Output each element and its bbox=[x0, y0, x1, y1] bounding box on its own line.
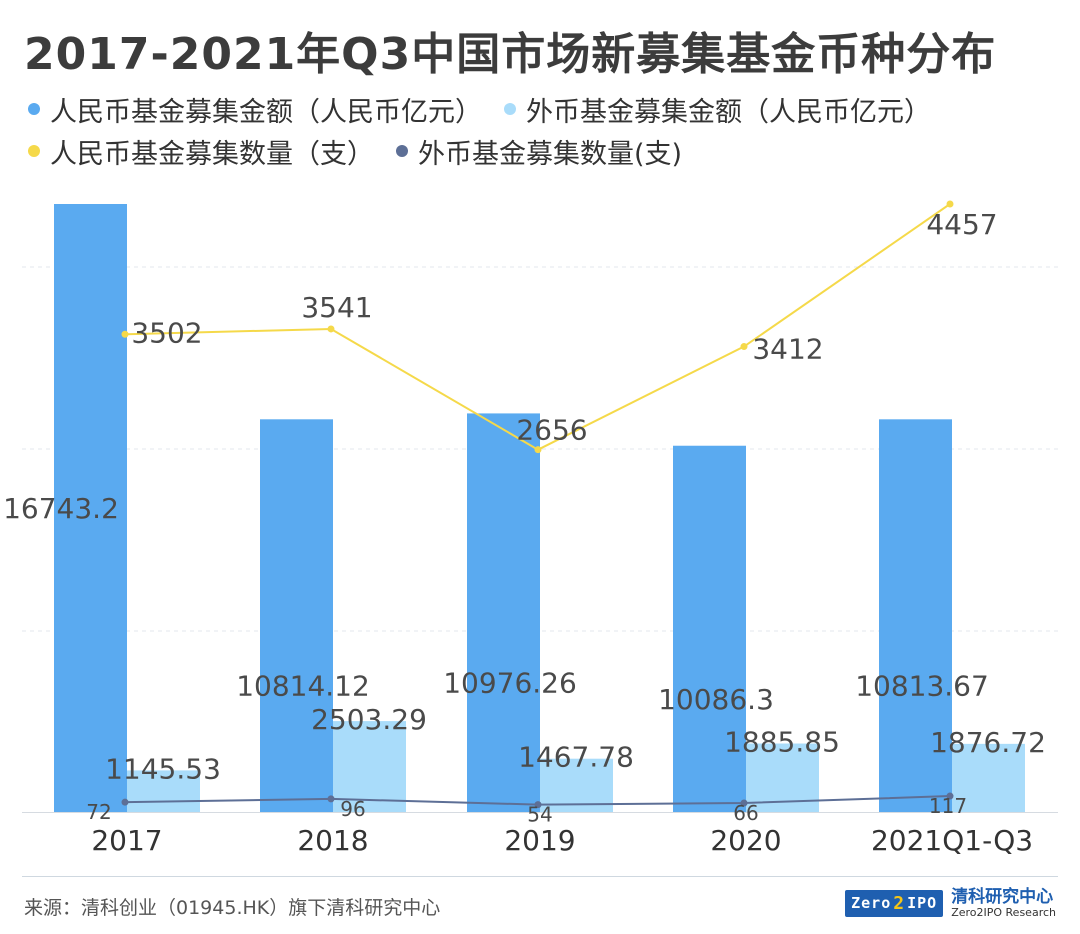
bar-rmb-amount-2 bbox=[467, 413, 540, 812]
x-tick-label-1: 2018 bbox=[297, 824, 368, 857]
data-label-foreign-amount-4: 1876.72 bbox=[930, 726, 1046, 759]
data-label-foreign-amount-1: 2503.29 bbox=[311, 703, 427, 736]
logo-text-cn: 清科研究中心 bbox=[951, 887, 1054, 907]
data-label-rmb-amount-0: 16743.2 bbox=[3, 492, 119, 525]
data-label-rmb-amount-3: 10086.3 bbox=[658, 683, 774, 716]
bar-foreign-amount-0 bbox=[127, 770, 200, 812]
data-label-foreign-amount-0: 1145.53 bbox=[105, 752, 221, 785]
legend-label-foreign-count: 外币基金募集数量(支) bbox=[418, 138, 683, 170]
data-label-rmb-count-0: 3502 bbox=[131, 316, 202, 349]
x-tick-label-2: 2019 bbox=[504, 824, 575, 857]
data-label-rmb-count-3: 3412 bbox=[752, 333, 823, 366]
legend-item-foreign-count[interactable]: 外币基金募集数量(支) bbox=[396, 132, 682, 171]
data-label-foreign-amount-2: 1467.78 bbox=[518, 741, 634, 774]
bar-foreign-amount-1 bbox=[333, 721, 406, 812]
chart-plot: 2017 2018 2019 2020 2021Q1-Q3 16743.2 10814.12… bbox=[3, 200, 1058, 857]
point-rmb-count-2 bbox=[534, 446, 542, 454]
legend-item-rmb-count[interactable]: 人民币基金募集数量（支） bbox=[28, 132, 374, 171]
point-rmb-count-1 bbox=[327, 325, 335, 333]
legend-dot-rmb-amount bbox=[28, 103, 40, 115]
point-rmb-count-4 bbox=[946, 200, 954, 208]
data-label-foreign-count-3: 66 bbox=[733, 801, 758, 825]
logo-text: 清科研究中心 Zero2IPO Research bbox=[951, 888, 1056, 919]
data-label-foreign-count-1: 96 bbox=[340, 797, 365, 821]
data-label-foreign-count-0: 72 bbox=[86, 800, 111, 824]
data-label-rmb-amount-1: 10814.12 bbox=[236, 670, 370, 703]
legend-label-rmb-count: 人民币基金募集数量（支） bbox=[50, 138, 374, 170]
legend-label-rmb-amount: 人民币基金募集金额（人民币亿元） bbox=[50, 96, 482, 128]
data-label-foreign-amount-3: 1885.85 bbox=[724, 726, 840, 759]
logo-badge: Zero 2 IPO bbox=[845, 889, 944, 917]
point-rmb-count-0 bbox=[121, 330, 129, 338]
source-note: 来源：清科创业（01945.HK）旗下清科研究中心 bbox=[24, 897, 441, 919]
logo-badge-two: 2 bbox=[893, 892, 906, 914]
data-label-rmb-count-4: 4457 bbox=[926, 208, 997, 241]
bar-foreign-amount-2 bbox=[540, 758, 613, 812]
legend-dot-foreign-amount bbox=[504, 103, 516, 115]
legend-dot-rmb-count bbox=[28, 145, 40, 157]
legend-label-foreign-amount: 外币基金募集金额（人民币亿元） bbox=[526, 96, 931, 128]
logo-badge-left: Zero bbox=[851, 894, 892, 913]
point-foreign-count-1 bbox=[327, 795, 335, 803]
legend-row-1: 人民币基金募集金额（人民币亿元） 外币基金募集金额（人民币亿元） bbox=[28, 88, 1068, 130]
point-foreign-count-3 bbox=[740, 799, 748, 807]
x-tick-label-3: 2020 bbox=[710, 824, 781, 857]
bar-rmb-amount-4 bbox=[879, 419, 952, 812]
legend-dot-foreign-count bbox=[396, 145, 408, 157]
data-label-rmb-count-1: 3541 bbox=[301, 291, 372, 324]
x-tick-label-4: 2021Q1-Q3 bbox=[871, 824, 1033, 857]
bar-rmb-amount-1 bbox=[260, 419, 333, 812]
data-label-foreign-count-4: 117 bbox=[929, 794, 967, 818]
zero2ipo-logo: Zero 2 IPO 清科研究中心 Zero2IPO Research bbox=[845, 888, 1056, 919]
data-label-rmb-count-2: 2656 bbox=[516, 414, 587, 447]
bar-foreign-amount-4 bbox=[952, 743, 1025, 812]
legend-row-2: 人民币基金募集数量（支） 外币基金募集数量(支) bbox=[28, 130, 1068, 172]
legend-item-rmb-amount[interactable]: 人民币基金募集金额（人民币亿元） bbox=[28, 90, 482, 129]
bar-rmb-amount-0 bbox=[54, 204, 127, 812]
point-rmb-count-3 bbox=[740, 343, 748, 351]
data-label-rmb-amount-4: 10813.67 bbox=[855, 670, 989, 703]
point-foreign-count-4 bbox=[946, 792, 954, 800]
chart-title: 2017-2021年Q3中国市场新募集基金币种分布 bbox=[24, 29, 997, 80]
legend-item-foreign-amount[interactable]: 外币基金募集金额（人民币亿元） bbox=[504, 90, 931, 129]
data-label-rmb-amount-2: 10976.26 bbox=[443, 667, 577, 700]
logo-text-en: Zero2IPO Research bbox=[951, 905, 1056, 919]
logo-badge-right: IPO bbox=[907, 894, 938, 913]
point-foreign-count-2 bbox=[534, 801, 542, 809]
chart-legend: 人民币基金募集金额（人民币亿元） 外币基金募集金额（人民币亿元） 人民币基金募集… bbox=[28, 88, 1068, 172]
footer-divider bbox=[22, 876, 1058, 877]
x-tick-label-0: 2017 bbox=[91, 824, 162, 857]
point-foreign-count-0 bbox=[121, 798, 129, 806]
data-label-foreign-count-2: 54 bbox=[527, 803, 552, 827]
bar-rmb-amount-3 bbox=[673, 445, 746, 812]
